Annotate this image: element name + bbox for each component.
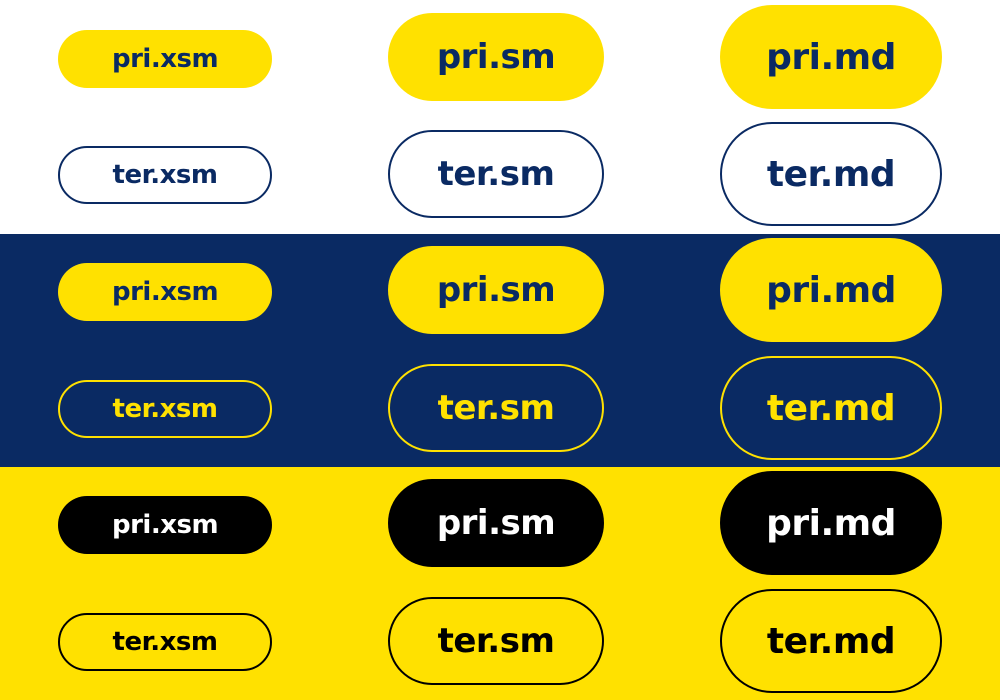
tertiary-xsm-button-on-white[interactable]: ter.xsm — [58, 146, 272, 204]
yellow-background-section: pri.xsm pri.sm pri.md ter.xsm ter.sm ter… — [0, 467, 1000, 700]
tertiary-md-button-on-navy[interactable]: ter.md — [720, 356, 942, 460]
navy-background-section: pri.xsm pri.sm pri.md ter.xsm ter.sm ter… — [0, 234, 1000, 467]
tertiary-sm-button-on-white[interactable]: ter.sm — [388, 130, 604, 218]
primary-md-button-on-white[interactable]: pri.md — [720, 5, 942, 109]
tertiary-sm-button-on-navy[interactable]: ter.sm — [388, 364, 604, 452]
tertiary-sm-button-on-yellow[interactable]: ter.sm — [388, 597, 604, 685]
primary-xsm-button-on-yellow[interactable]: pri.xsm — [58, 496, 272, 554]
primary-md-button-on-yellow[interactable]: pri.md — [720, 471, 942, 575]
tertiary-xsm-button-on-navy[interactable]: ter.xsm — [58, 380, 272, 438]
white-background-section: pri.xsm pri.sm pri.md ter.xsm ter.sm ter… — [0, 0, 1000, 234]
primary-sm-button-on-yellow[interactable]: pri.sm — [388, 479, 604, 567]
primary-md-button-on-navy[interactable]: pri.md — [720, 238, 942, 342]
primary-xsm-button-on-white[interactable]: pri.xsm — [58, 30, 272, 88]
tertiary-xsm-button-on-yellow[interactable]: ter.xsm — [58, 613, 272, 671]
primary-xsm-button-on-navy[interactable]: pri.xsm — [58, 263, 272, 321]
tertiary-md-button-on-yellow[interactable]: ter.md — [720, 589, 942, 693]
tertiary-md-button-on-white[interactable]: ter.md — [720, 122, 942, 226]
primary-sm-button-on-white[interactable]: pri.sm — [388, 13, 604, 101]
primary-sm-button-on-navy[interactable]: pri.sm — [388, 246, 604, 334]
